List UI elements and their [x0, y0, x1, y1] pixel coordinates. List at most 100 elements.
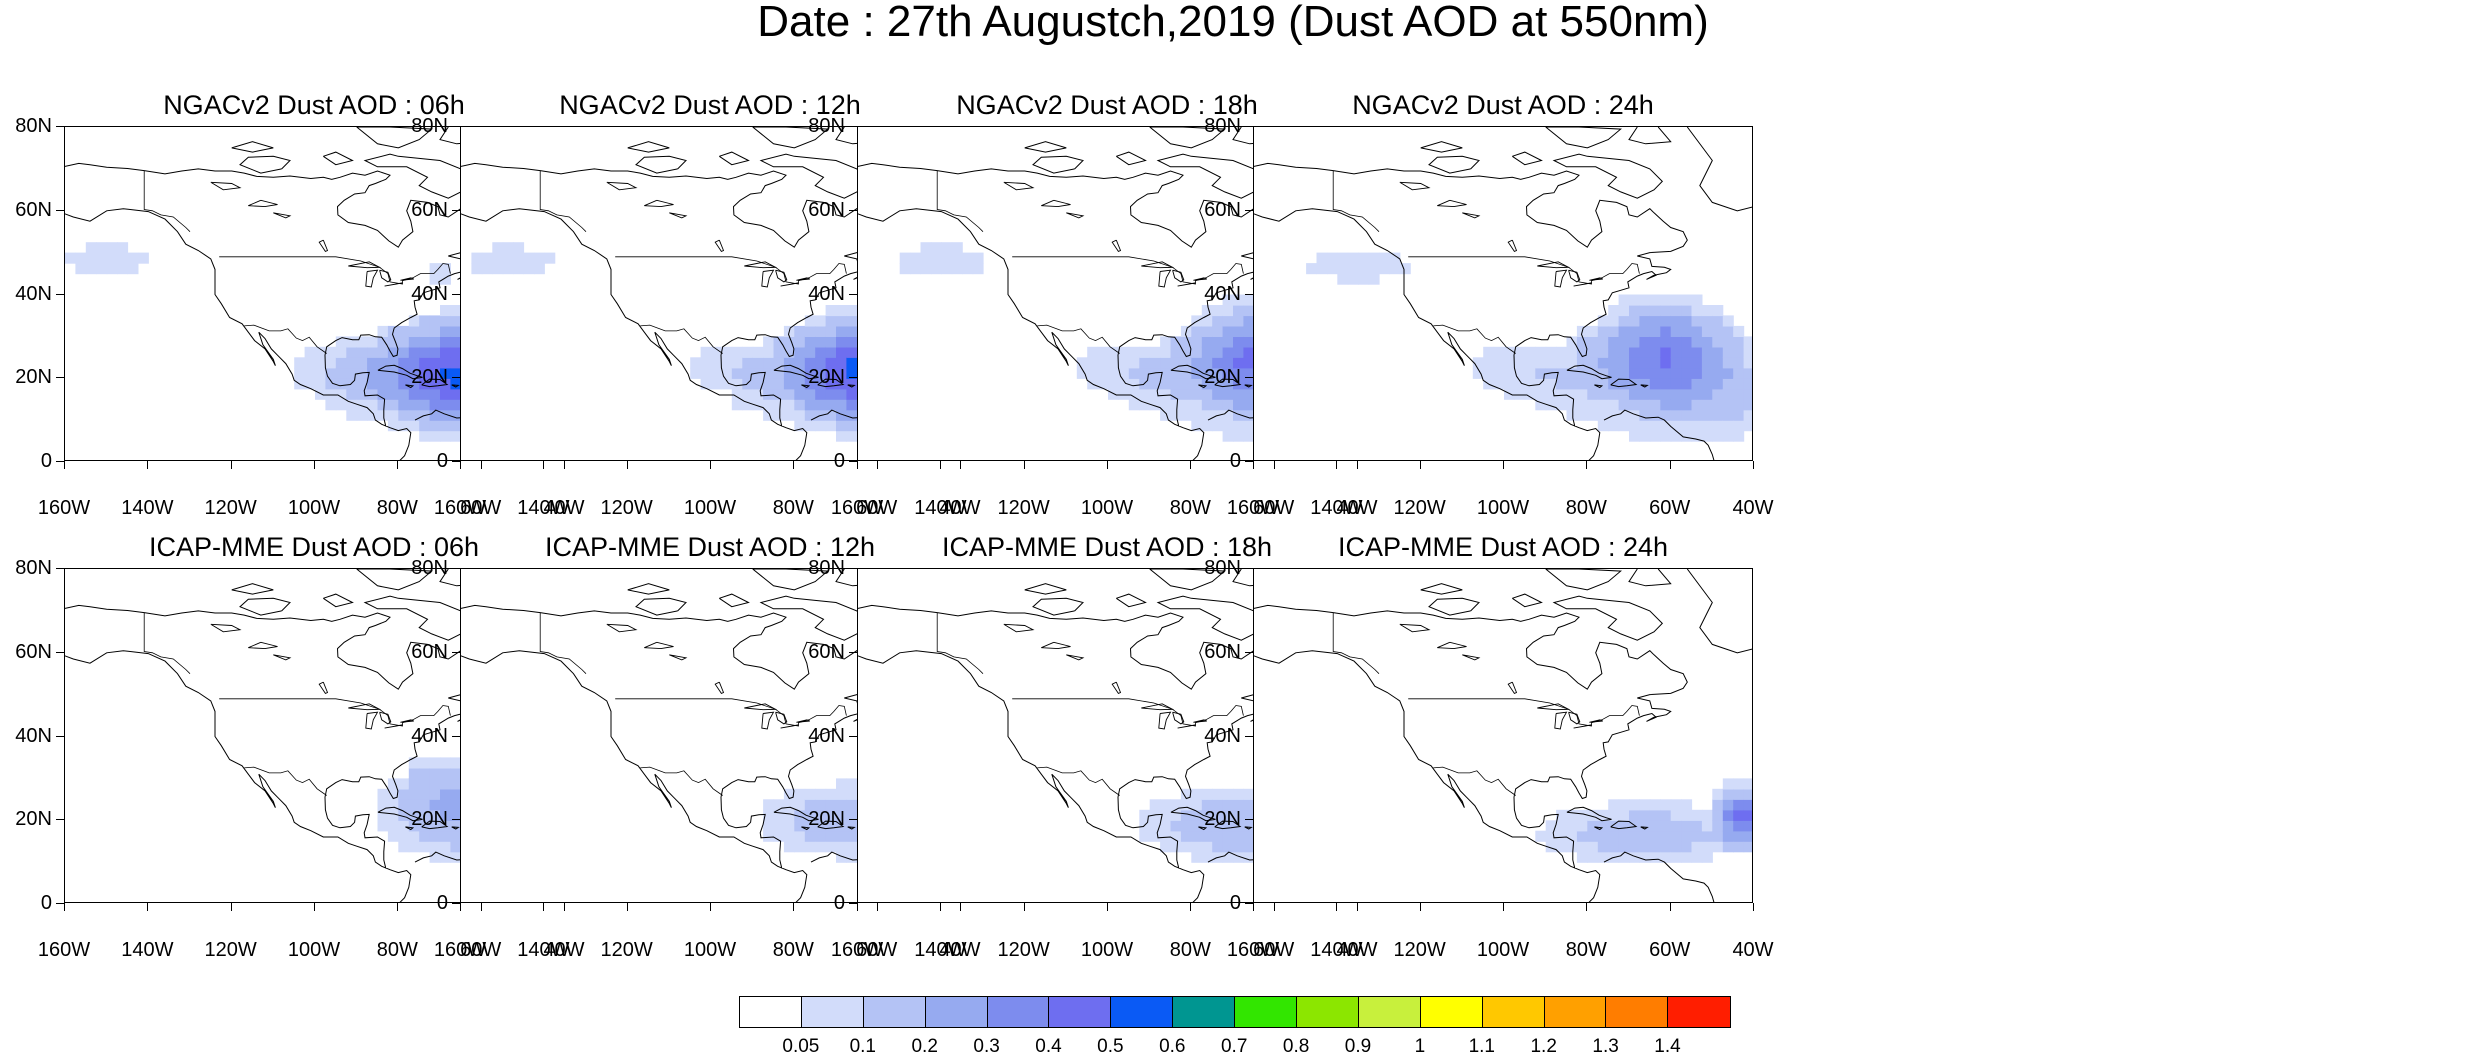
aod-cell [1649, 851, 1661, 863]
lat-label: 80N [1204, 115, 1241, 137]
aod-cell [1639, 336, 1651, 348]
aod-cell [1649, 315, 1661, 327]
aod-cell [815, 788, 827, 800]
aod-cell [1222, 325, 1234, 337]
aod-cell [1243, 388, 1255, 400]
aod-cell [815, 346, 827, 358]
aod-cell [450, 388, 462, 400]
aod-cell [1170, 367, 1182, 379]
lon-label: 100W [1476, 939, 1530, 961]
colorbar-box [1668, 997, 1731, 1027]
aod-cell [377, 388, 389, 400]
lat-label: 40N [15, 282, 52, 305]
aod-cell [398, 378, 410, 390]
lon-tick [1273, 461, 1275, 469]
aod-cell [1514, 367, 1526, 379]
lake-outline [761, 269, 775, 288]
aod-cell [1201, 357, 1213, 369]
aod-cell [315, 378, 326, 390]
aod-cell [836, 799, 847, 811]
lon-label: 100W [1476, 497, 1530, 519]
colorbar-label: 1.4 [1654, 1036, 1681, 1057]
aod-cell [1618, 367, 1630, 379]
lat-label: 0 [1229, 892, 1241, 914]
aod-cell [387, 367, 399, 379]
aod-cell [763, 799, 775, 811]
aod-cell [794, 378, 806, 390]
aod-cell [346, 388, 358, 400]
aod-cell [1587, 809, 1599, 821]
aod-cell [1212, 799, 1224, 811]
lake-outline [318, 681, 329, 694]
aod-cell [700, 378, 712, 390]
aod-cell [773, 409, 785, 421]
aod-cell [106, 242, 118, 254]
aod-cell [773, 809, 785, 821]
lon-tick [1357, 903, 1358, 911]
aod-cell [315, 367, 326, 379]
aod-cell [1681, 809, 1693, 821]
aod-cell [1618, 315, 1630, 327]
aod-cell [1743, 346, 1752, 358]
aod-cell [825, 820, 837, 832]
aod-cell [450, 420, 462, 432]
aod-cell [1212, 420, 1224, 432]
aod-cell [1701, 378, 1713, 390]
colorbar-label: 1.3 [1592, 1036, 1619, 1057]
lon-tick [314, 461, 315, 469]
aod-cell [1180, 788, 1192, 800]
lon-label: 140W [517, 497, 570, 519]
aod-cell [1639, 820, 1651, 832]
aod-cell [1504, 388, 1515, 400]
aod-cell [910, 263, 922, 275]
lon-label: 80W [772, 497, 814, 519]
aod-cell [1524, 378, 1536, 390]
aod-cell [836, 346, 847, 358]
lake-outline [1437, 641, 1467, 650]
aod-cell [1743, 378, 1752, 390]
lat-label: 80N [15, 557, 52, 579]
aod-cell [1326, 252, 1338, 264]
aod-cell [1326, 263, 1338, 275]
lon-tick [397, 903, 399, 911]
aod-cell [1097, 367, 1109, 379]
aod-cell [1660, 378, 1672, 390]
aod-cell [408, 357, 420, 369]
aod-cell [1201, 830, 1213, 842]
lon-tick [1503, 903, 1504, 911]
aod-cell [1691, 851, 1703, 863]
aod-cell [513, 252, 525, 264]
aod-cell [1701, 851, 1713, 863]
lake-outline [1041, 641, 1071, 650]
aod-cell [429, 788, 441, 800]
lat-tick [1245, 735, 1253, 737]
lake-outline [714, 239, 725, 252]
aod-cell [1379, 263, 1390, 275]
aod-cell [951, 242, 963, 254]
aod-cell [1524, 346, 1536, 358]
aod-cell [1701, 809, 1713, 821]
aod-cell [783, 788, 795, 800]
aod-cell [1504, 378, 1515, 390]
colorbar-box [801, 997, 864, 1027]
aod-cell [419, 399, 431, 411]
aod-cell [794, 788, 806, 800]
lake-outline [1003, 623, 1035, 633]
aod-cell [117, 263, 129, 275]
aod-cell [1681, 420, 1693, 432]
aod-cell [1160, 336, 1172, 348]
colorbar-label: 0.9 [1344, 1036, 1372, 1057]
aod-cell [1180, 346, 1192, 358]
aod-cell [1514, 378, 1526, 390]
aod-cell [1670, 315, 1682, 327]
aod-cell [1243, 809, 1255, 821]
aod-cell [1212, 830, 1224, 842]
lon-tick [1419, 903, 1421, 911]
aod-cell [846, 820, 858, 832]
aod-cell [440, 305, 451, 317]
aod-cell [1212, 357, 1224, 369]
aod-cell [1670, 305, 1682, 317]
aod-cell [429, 273, 441, 285]
country-border [615, 256, 847, 285]
aod-cell [1316, 263, 1328, 275]
